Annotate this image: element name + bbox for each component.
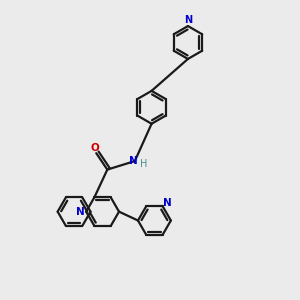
Text: H: H bbox=[140, 159, 147, 169]
Text: N: N bbox=[129, 156, 138, 166]
Text: O: O bbox=[90, 143, 99, 153]
Text: N: N bbox=[184, 15, 192, 26]
Text: N: N bbox=[163, 198, 172, 208]
Text: N: N bbox=[76, 207, 85, 217]
